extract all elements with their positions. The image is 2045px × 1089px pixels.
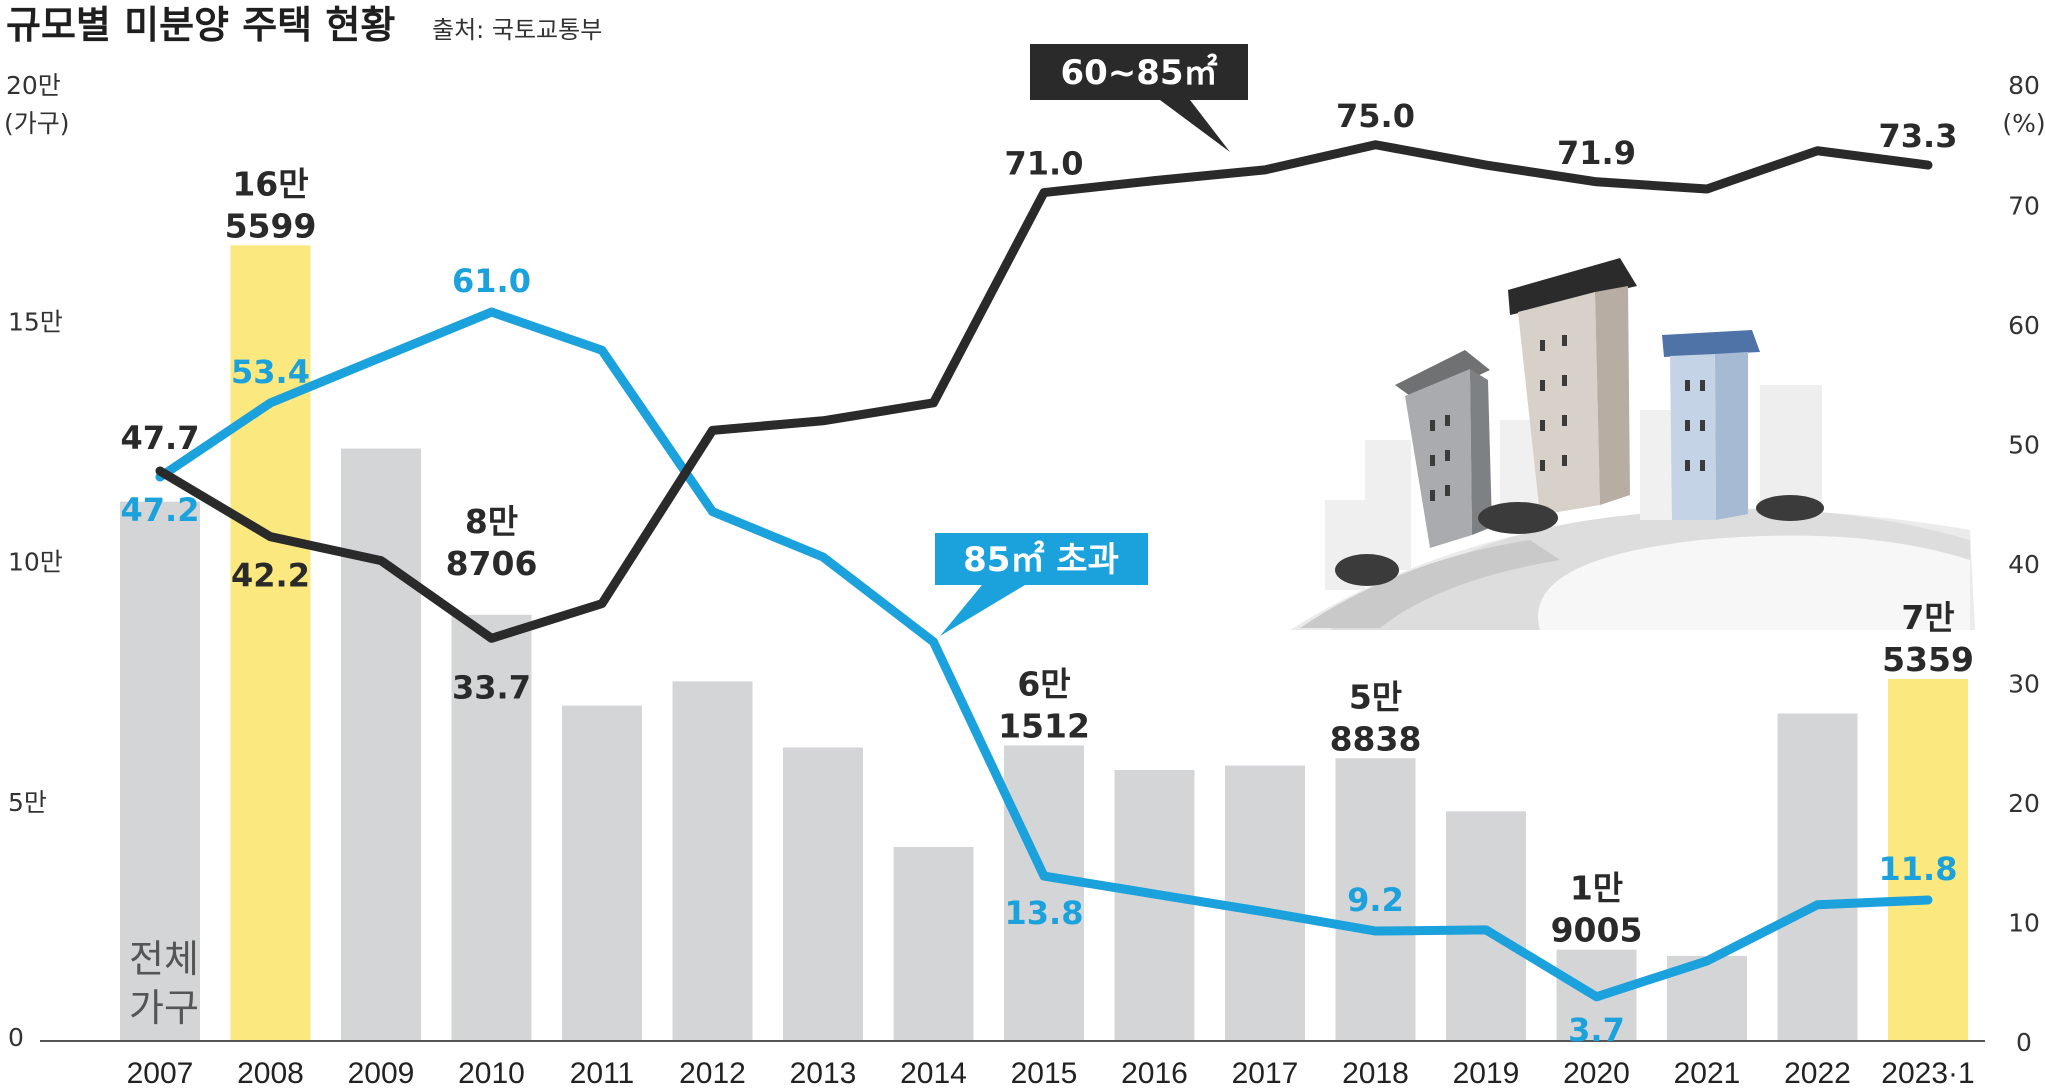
bar-value-label: 5만 [1349,677,1402,716]
bar [120,501,200,1042]
total-series-label-line2: 가구 [129,986,199,1030]
line-large-value-label: 47.2 [121,491,200,529]
bar-value-label: 8706 [446,544,538,583]
bar [893,846,974,1041]
line-large-value-label: 11.8 [1879,850,1958,888]
right-axis-unit: (%) [2002,109,2045,138]
left-axis-max-label: 20만 [6,71,61,100]
right-axis-ticks: 0 10 20 30 40 50 60 70 [2008,192,2040,1058]
line-large-value-label: 61.0 [452,262,531,300]
x-tick-label: 2019 [1453,1057,1520,1089]
x-axis-tick-labels: 2007 2008 2009 2010 2011 2012 2013 2014 2015 2016… [127,1057,1975,1089]
line-large-value-label: 3.7 [1568,1011,1625,1049]
line-mid-value-label: 47.7 [121,419,200,457]
bar [1004,745,1084,1041]
left-axis-unit: (가구) [4,109,70,138]
x-tick-label: 2007 [127,1057,194,1089]
bar [230,245,311,1041]
line-large-value-label: 13.8 [1005,894,1084,932]
x-tick-label: 2021 [1674,1057,1741,1089]
x-tick-label: 2009 [348,1057,415,1089]
bar [1335,758,1416,1041]
x-tick-label: 2013 [790,1057,857,1089]
left-tick-label: 0 [8,1023,24,1052]
line-large-value-label: 53.4 [231,353,310,391]
left-tick-label: 5만 [8,788,47,817]
x-tick-label: 2010 [458,1057,525,1089]
legend-mid-label: 60~85㎡ [1060,53,1217,93]
lines-layer [155,140,1933,1002]
bar-value-label: 7만 [1901,598,1954,637]
right-tick-label: 30 [2008,670,2040,699]
bar [1777,713,1858,1041]
bar [562,705,642,1041]
bar-value-label: 5599 [225,206,317,245]
bars-total-households [120,245,1968,1042]
chart-title: 규모별 미분양 주택 현황 [6,3,395,47]
legend-callout-large: 85㎡ 초과 [935,533,1148,636]
right-tick-label: 10 [2008,909,2040,938]
x-tick-label: 2015 [1011,1057,1078,1089]
x-tick-label: 2020 [1563,1057,1630,1089]
line-mid-value-label: 33.7 [452,668,531,706]
legend-callout-mid: 60~85㎡ [1030,44,1248,152]
right-tick-label: 20 [2008,789,2040,818]
bar-value-label: 8만 [465,502,518,541]
x-tick-label: 2014 [900,1057,967,1089]
legend-large-label: 85㎡ 초과 [963,540,1119,580]
right-tick-label: 70 [2008,192,2040,221]
right-axis-max-label: 80 [2008,71,2040,100]
bar [672,681,753,1041]
right-tick-label: 40 [2008,550,2040,579]
right-tick-label: 0 [2016,1028,2032,1057]
bar [1888,678,1968,1041]
legend-mid-box [1030,44,1248,100]
x-tick-label: 2008 [237,1057,304,1089]
line-mid-value-label: 73.3 [1879,117,1958,155]
chart-source: 출처: 국토교통부 [432,16,602,44]
x-tick-label: 2018 [1342,1057,1409,1089]
legend-large-pointer [940,585,1025,636]
bar [451,614,532,1041]
x-tick-label: 2023·1 [1881,1057,1974,1089]
bar-value-label: 9005 [1551,911,1643,950]
line-large-value-label: 9.2 [1347,881,1404,919]
line-mid-value-label: 71.9 [1557,134,1636,172]
left-axis-ticks: 0 5만 10만 15만 [8,307,63,1052]
legend-large-box [935,533,1148,585]
x-tick-label: 2017 [1232,1057,1299,1089]
right-tick-label: 50 [2008,431,2040,460]
left-tick-label: 10만 [8,548,63,577]
bar-value-label: 1512 [998,706,1090,745]
bar-value-label: 5359 [1882,640,1974,679]
bar [1114,769,1195,1041]
bar-value-label: 1만 [1570,869,1623,908]
right-tick-label: 60 [2008,311,2040,340]
line-mid-value-label: 71.0 [1005,145,1084,183]
x-tick-label: 2022 [1784,1057,1851,1089]
x-tick-label: 2012 [679,1057,746,1089]
bar [783,747,863,1041]
bar-value-label: 16만 [232,164,308,203]
left-tick-label: 15만 [8,307,63,336]
bar-value-label: 6만 [1017,664,1070,703]
bar [341,448,421,1041]
apartment-buildings-illustration [1290,258,1975,630]
line-mid-value-label: 42.2 [231,557,310,595]
legend-mid-pointer [1160,100,1230,152]
x-tick-label: 2016 [1121,1057,1188,1089]
total-series-label-line1: 전체 [129,937,199,981]
line-mid-value-label: 75.0 [1336,97,1415,135]
x-tick-label: 2011 [570,1057,635,1089]
bar-value-label: 8838 [1330,719,1422,758]
